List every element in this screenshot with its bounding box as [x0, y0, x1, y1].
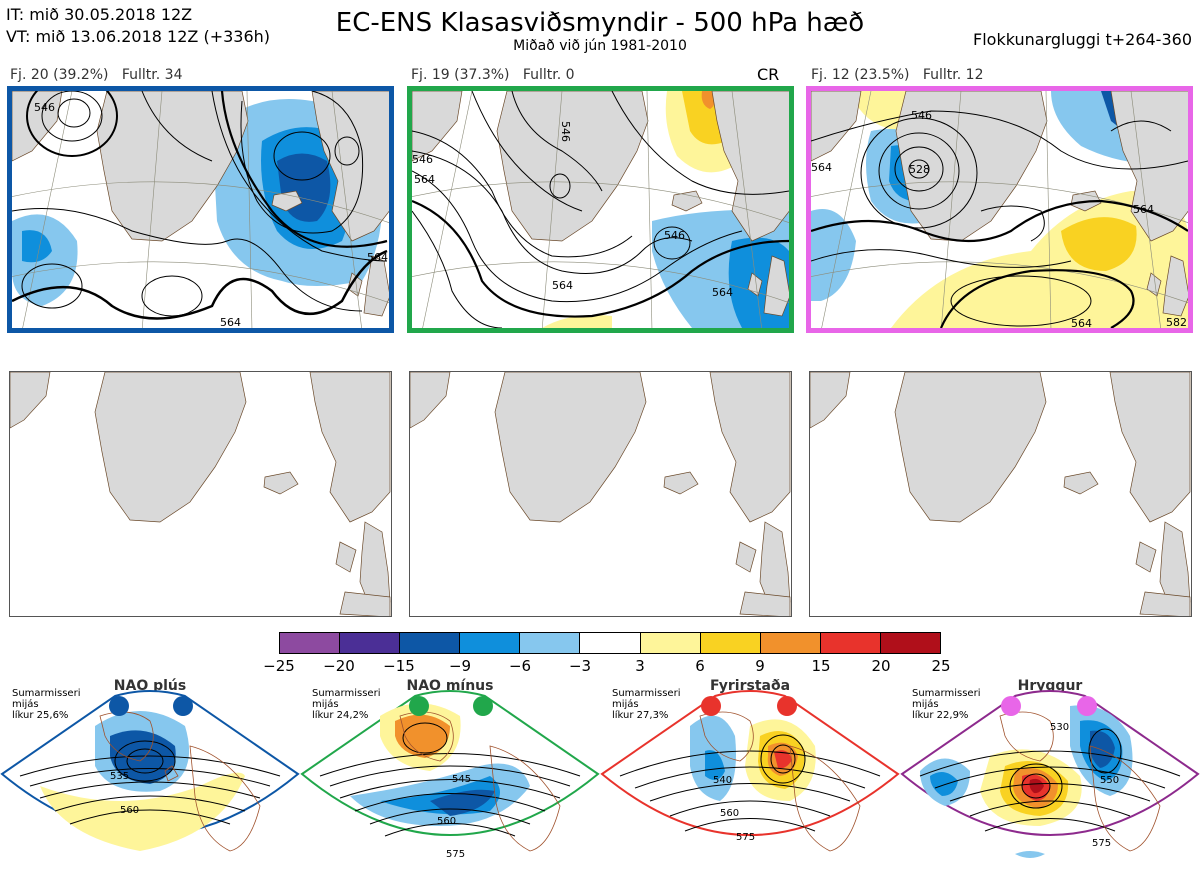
regime-title: Hryggur: [1017, 678, 1083, 694]
colorbar-segment: [400, 633, 461, 653]
panel-3-label: Fj. 12 (23.5%) Fulltr. 12: [811, 67, 984, 83]
regime-probability: Sumarmisseri mijás líkur 22,9%: [912, 688, 981, 721]
colorbar-tick: −20: [323, 657, 355, 675]
contour-label: 530: [1050, 722, 1069, 733]
contour-label: 575: [1092, 838, 1111, 849]
colorbar-tick: 9: [755, 657, 765, 675]
contour-label: 564: [811, 161, 832, 174]
colorbar-segment: [640, 633, 701, 653]
colorbar-segment: [700, 633, 761, 653]
empty-map-1: [9, 371, 392, 617]
contour-label: 560: [437, 816, 456, 827]
initial-time: IT: mið 30.05.2018 12Z: [6, 5, 193, 24]
regime-title: NAO plús: [113, 678, 187, 694]
regime-nao-minus: NAO mínus Sumarmisseri mijás líkur 24,2%…: [300, 676, 600, 871]
classification-window: Flokkunargluggi t+264-360: [973, 30, 1192, 49]
contour-label: 528: [909, 163, 930, 176]
colorbar-tick: −25: [263, 657, 295, 675]
anomaly-colorbar: [279, 632, 941, 654]
contour-label: 546: [34, 101, 55, 114]
contour-label: 564: [1133, 203, 1154, 216]
regime-probability: Sumarmisseri mijás líkur 25,6%: [12, 688, 81, 721]
colorbar-segment: [460, 633, 521, 653]
contour-label: 564: [712, 286, 733, 299]
colorbar-segment: [340, 633, 401, 653]
contour-label: 546: [911, 109, 932, 122]
regime-dot-icon: [777, 696, 797, 716]
cluster-map-2: 546 546 564 546 564 564: [407, 86, 794, 333]
contour-label: 546: [664, 229, 685, 242]
panel-1-label: Fj. 20 (39.2%) Fulltr. 34: [10, 67, 183, 83]
regime-dot-icon: [409, 696, 429, 716]
regime-blocking: Fyrirstaða Sumarmisseri mijás líkur 27,3…: [600, 676, 900, 871]
cluster-map-3: 546 528 564 564 582 564: [806, 86, 1193, 333]
contour-label: 564: [220, 316, 241, 328]
colorbar-segment: [280, 633, 341, 653]
regime-probability: Sumarmisseri mijás líkur 24,2%: [312, 688, 381, 721]
colorbar-tick: −15: [383, 657, 415, 675]
colorbar-tick: −9: [448, 657, 472, 675]
colorbar-tick: 6: [695, 657, 705, 675]
colorbar-segment: [580, 633, 641, 653]
regime-dot-icon: [701, 696, 721, 716]
contour-label: 540: [713, 775, 732, 786]
contour-label: 550: [1100, 775, 1119, 786]
page-subtitle: Miðað við jún 1981-2010: [513, 38, 687, 54]
contour-label: 535: [110, 771, 129, 782]
colorbar-segment: [820, 633, 881, 653]
contour-label: 545: [452, 774, 471, 785]
regime-title: Fyrirstaða: [709, 678, 791, 694]
colorbar-tick: 15: [811, 657, 831, 675]
valid-time: VT: mið 13.06.2018 12Z (+336h): [6, 27, 271, 46]
regime-dot-icon: [1001, 696, 1021, 716]
contour-label: 582: [1166, 316, 1187, 328]
regime-probability: Sumarmisseri mijás líkur 27,3%: [612, 688, 681, 721]
contour-label: 560: [120, 805, 139, 816]
panel-2-label: Fj. 19 (37.3%) Fulltr. 0: [411, 67, 575, 83]
regime-title: NAO mínus: [406, 678, 494, 694]
contour-label: 564: [367, 251, 388, 264]
page-title: EC-ENS Klasasviðsmyndir - 500 hPa hæð: [335, 8, 865, 38]
regime-dot-icon: [173, 696, 193, 716]
colorbar-tick: 20: [871, 657, 891, 675]
contour-label: 546: [559, 121, 572, 142]
contour-label: 564: [1071, 317, 1092, 328]
empty-map-2: [409, 371, 792, 617]
contour-label: 564: [414, 173, 435, 186]
header-time-info: IT: mið 30.05.2018 12Z VT: mið 13.06.201…: [6, 4, 270, 48]
contour-label: 575: [446, 849, 465, 860]
panel-2-cr-badge: CR: [757, 65, 780, 84]
regime-nao-plus: NAO plús Sumarmisseri mijás líkur 25,6% …: [0, 676, 300, 871]
contour-label: 546: [412, 153, 433, 166]
regime-dot-icon: [1077, 696, 1097, 716]
colorbar-tick: 3: [635, 657, 645, 675]
contour-label: 564: [552, 279, 573, 292]
regime-dot-icon: [109, 696, 129, 716]
colorbar-tick: −3: [568, 657, 592, 675]
cluster-map-1: 546 564 564: [7, 86, 394, 333]
colorbar-segment: [760, 633, 821, 653]
contour-label: 560: [720, 808, 739, 819]
regime-dot-icon: [473, 696, 493, 716]
regime-ridge: Hryggur Sumarmisseri mijás líkur 22,9%: [900, 676, 1200, 871]
colorbar-tick: −6: [508, 657, 532, 675]
contour-label: 575: [736, 832, 755, 843]
empty-map-3: [809, 371, 1192, 617]
colorbar-tick: 25: [931, 657, 951, 675]
colorbar-segment: [880, 633, 941, 653]
colorbar-segment: [520, 633, 581, 653]
